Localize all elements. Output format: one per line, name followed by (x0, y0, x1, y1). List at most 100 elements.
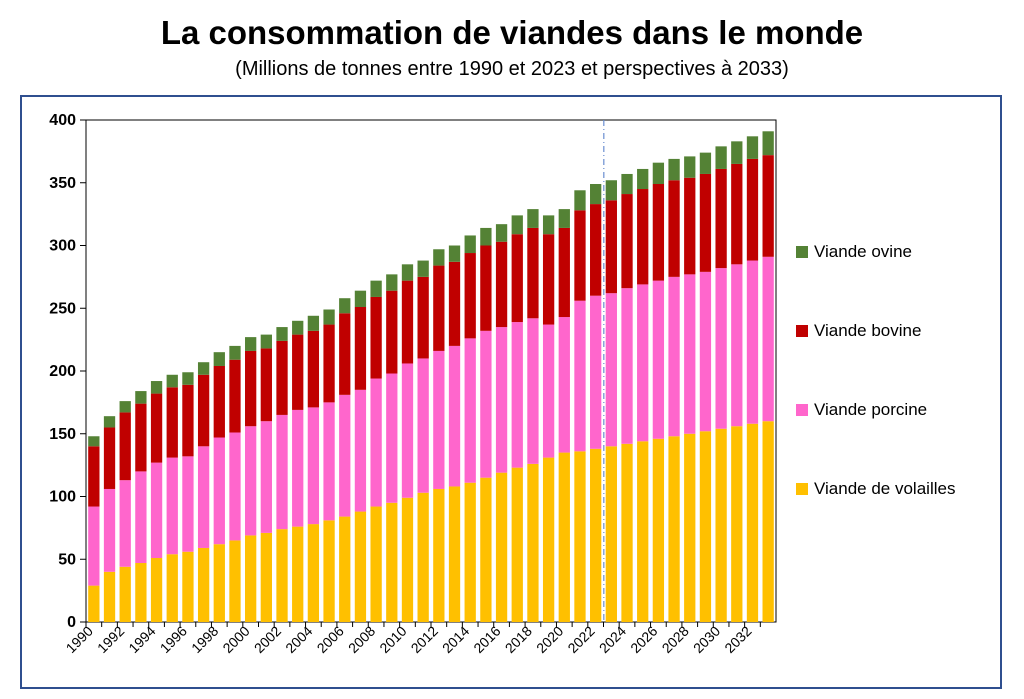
bar-segment (480, 477, 492, 622)
chart-subtitle: (Millions de tonnes entre 1990 et 2023 e… (235, 58, 789, 80)
bar-segment (495, 224, 508, 242)
bar-segment (731, 426, 743, 622)
bar-segment (652, 184, 665, 281)
bar-segment (182, 551, 194, 622)
bar-segment (464, 482, 476, 622)
bar-segment (715, 168, 727, 269)
bar-segment (480, 245, 492, 331)
bar-segment (464, 338, 476, 483)
bar-segment (401, 264, 414, 281)
bar-segment (135, 471, 147, 564)
bar-segment (292, 409, 304, 527)
bar-segment (574, 451, 586, 622)
x-tick-label: 2010 (376, 623, 409, 656)
bar-segment (197, 374, 210, 447)
legend-swatch (796, 483, 808, 495)
bar-segment (339, 313, 351, 395)
bar-segment (119, 480, 131, 567)
bar-segment (197, 547, 210, 622)
bar-segment (558, 227, 570, 318)
bar-segment (229, 359, 241, 433)
y-tick-label: 350 (49, 175, 76, 192)
bar-segment (621, 173, 633, 195)
bar-segment (746, 136, 759, 159)
bar-segment (511, 467, 523, 622)
bar-segment (605, 446, 617, 622)
bar-segment (150, 557, 163, 622)
x-tick-label: 2012 (408, 623, 441, 656)
bar-segment (213, 544, 225, 622)
bar-segment (590, 295, 602, 449)
bar-segment (731, 264, 743, 427)
bar-segment (292, 526, 304, 622)
bar-segment (574, 300, 586, 452)
bar-segment (103, 427, 116, 489)
bar-segment (652, 438, 665, 622)
x-tick-label: 2016 (470, 623, 503, 656)
x-tick-label: 2004 (282, 623, 315, 656)
bar-segment (166, 457, 178, 555)
legend-label: Viande ovine (814, 242, 912, 261)
bar-segment (401, 280, 414, 364)
bar-segment (103, 571, 116, 622)
legend-label: Viande bovine (814, 321, 921, 340)
bar-segment (370, 280, 382, 297)
bar-segment (354, 306, 367, 390)
bar-segment (542, 324, 555, 458)
bar-segment (135, 403, 147, 472)
bar-segment (684, 433, 696, 622)
bar-segment (292, 320, 304, 335)
bar-segment (731, 163, 743, 265)
bar-segment (307, 330, 320, 408)
bar-segment (448, 486, 461, 622)
bar-segment (590, 184, 602, 205)
legend-label: Viande de volailles (814, 479, 955, 498)
x-tick-label: 2014 (439, 623, 472, 656)
bar-segment (433, 350, 445, 489)
bar-segment (370, 296, 382, 379)
x-tick-label: 2026 (627, 623, 660, 656)
bar-segment (433, 249, 445, 266)
y-tick-label: 200 (49, 363, 76, 380)
bar-segment (699, 271, 712, 432)
bar-segment (276, 414, 288, 530)
y-tick-label: 0 (67, 614, 76, 631)
bar-segment (542, 234, 555, 325)
bar-segment (699, 173, 712, 272)
y-tick-label: 300 (49, 238, 76, 255)
x-tick-label: 1994 (125, 623, 158, 656)
bar-segment (527, 227, 539, 319)
y-tick-label: 250 (49, 300, 76, 317)
bar-segment (119, 412, 131, 481)
bar-segment (668, 158, 680, 181)
bar-segment (354, 389, 367, 512)
bar-segment (762, 421, 774, 622)
bar-segment (197, 446, 210, 548)
bar-segment (166, 374, 178, 388)
bar-segment (229, 345, 241, 360)
legend-swatch (796, 325, 808, 337)
bar-segment (448, 261, 461, 346)
bar-segment (527, 463, 539, 622)
bar-segment (386, 274, 398, 291)
bar-segment (511, 322, 523, 468)
bar-segment (166, 387, 178, 458)
bar-segment (197, 362, 210, 375)
bar-segment (480, 330, 492, 478)
bar-segment (495, 327, 508, 473)
y-tick-label: 50 (58, 551, 76, 568)
bar-segment (574, 210, 586, 301)
bar-segment (417, 492, 429, 622)
bar-segment (590, 204, 602, 296)
bar-segment (260, 334, 272, 349)
bar-segment (276, 340, 288, 415)
bar-segment (762, 155, 774, 257)
bar-segment (637, 441, 649, 622)
bar-segment (762, 131, 774, 156)
bar-segment (307, 315, 320, 331)
bar-segment (260, 532, 272, 622)
bar-segment (637, 284, 649, 442)
bar-segment (386, 290, 398, 374)
x-tick-label: 2000 (219, 623, 252, 656)
bar-segment (354, 290, 367, 307)
